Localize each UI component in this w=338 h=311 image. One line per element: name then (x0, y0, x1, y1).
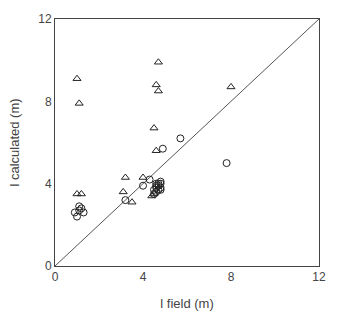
svg-text:l calculated (m): l calculated (m) (7, 98, 22, 186)
svg-text:4: 4 (140, 270, 147, 284)
svg-text:12: 12 (38, 12, 52, 26)
svg-text:8: 8 (228, 270, 235, 284)
svg-text:0: 0 (45, 259, 52, 273)
svg-text:12: 12 (312, 270, 326, 284)
svg-text:0: 0 (52, 270, 59, 284)
svg-text:8: 8 (45, 95, 52, 109)
svg-text:l field (m): l field (m) (160, 296, 213, 311)
svg-text:4: 4 (45, 177, 52, 191)
